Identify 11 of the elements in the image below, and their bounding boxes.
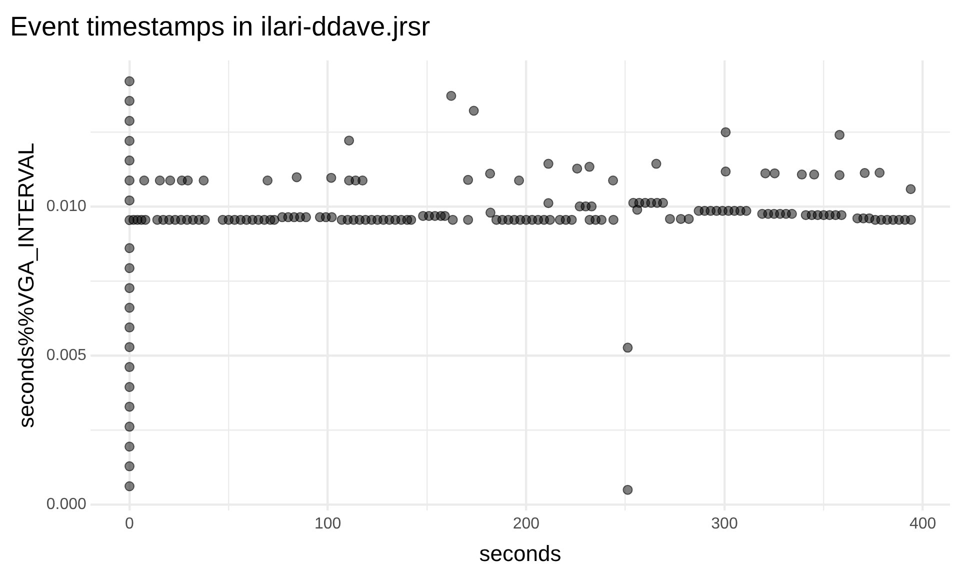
x-tick-label: 100 [314, 515, 342, 532]
x-tick-label: 0 [125, 515, 134, 532]
y-tick-label: 0.010 [46, 198, 87, 215]
y-axis-title: seconds%%VGA_INTERVAL [13, 142, 38, 428]
x-axis-title: seconds [479, 540, 562, 566]
x-tick-label: 300 [711, 515, 738, 532]
y-tick-label: 0.005 [46, 346, 87, 364]
x-tick-label: 400 [909, 515, 936, 532]
y-tick-label: 0.000 [46, 496, 87, 513]
chart-title: Event timestamps in ilari-ddave.jrsr [10, 12, 430, 42]
x-tick-label: 200 [512, 515, 540, 532]
